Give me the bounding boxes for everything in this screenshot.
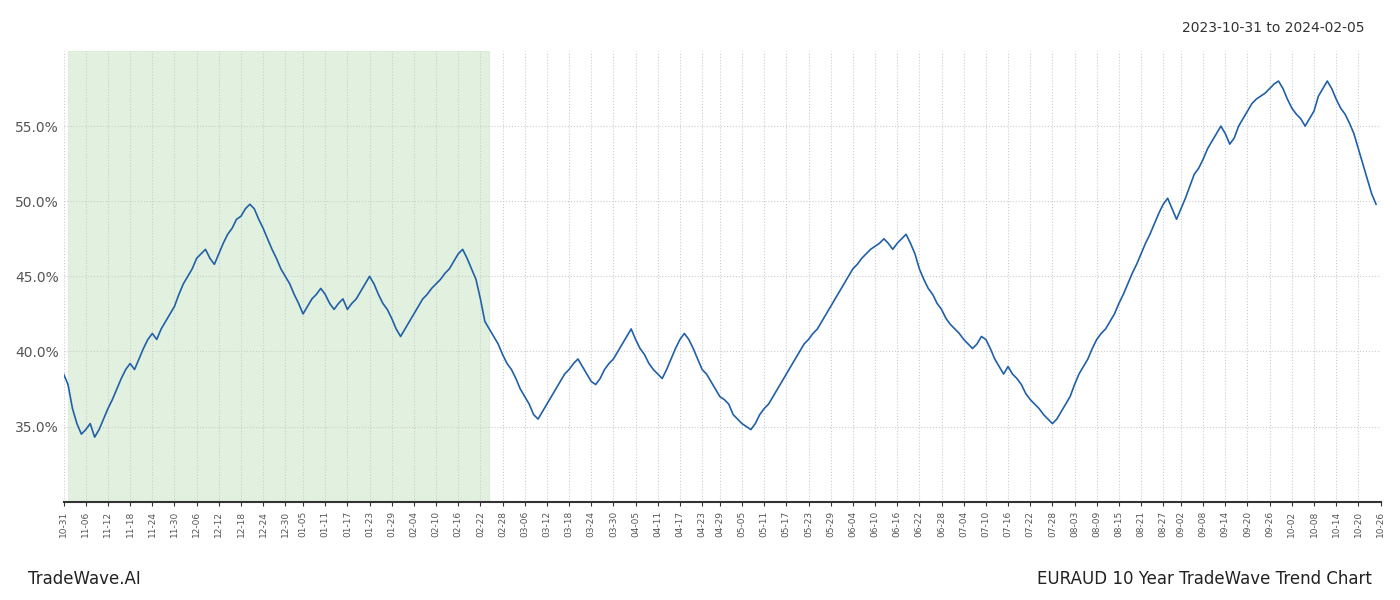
Text: TradeWave.AI: TradeWave.AI [28, 570, 141, 588]
Text: 2023-10-31 to 2024-02-05: 2023-10-31 to 2024-02-05 [1183, 21, 1365, 35]
Bar [69, 51, 489, 502]
Text: EURAUD 10 Year TradeWave Trend Chart: EURAUD 10 Year TradeWave Trend Chart [1037, 570, 1372, 588]
